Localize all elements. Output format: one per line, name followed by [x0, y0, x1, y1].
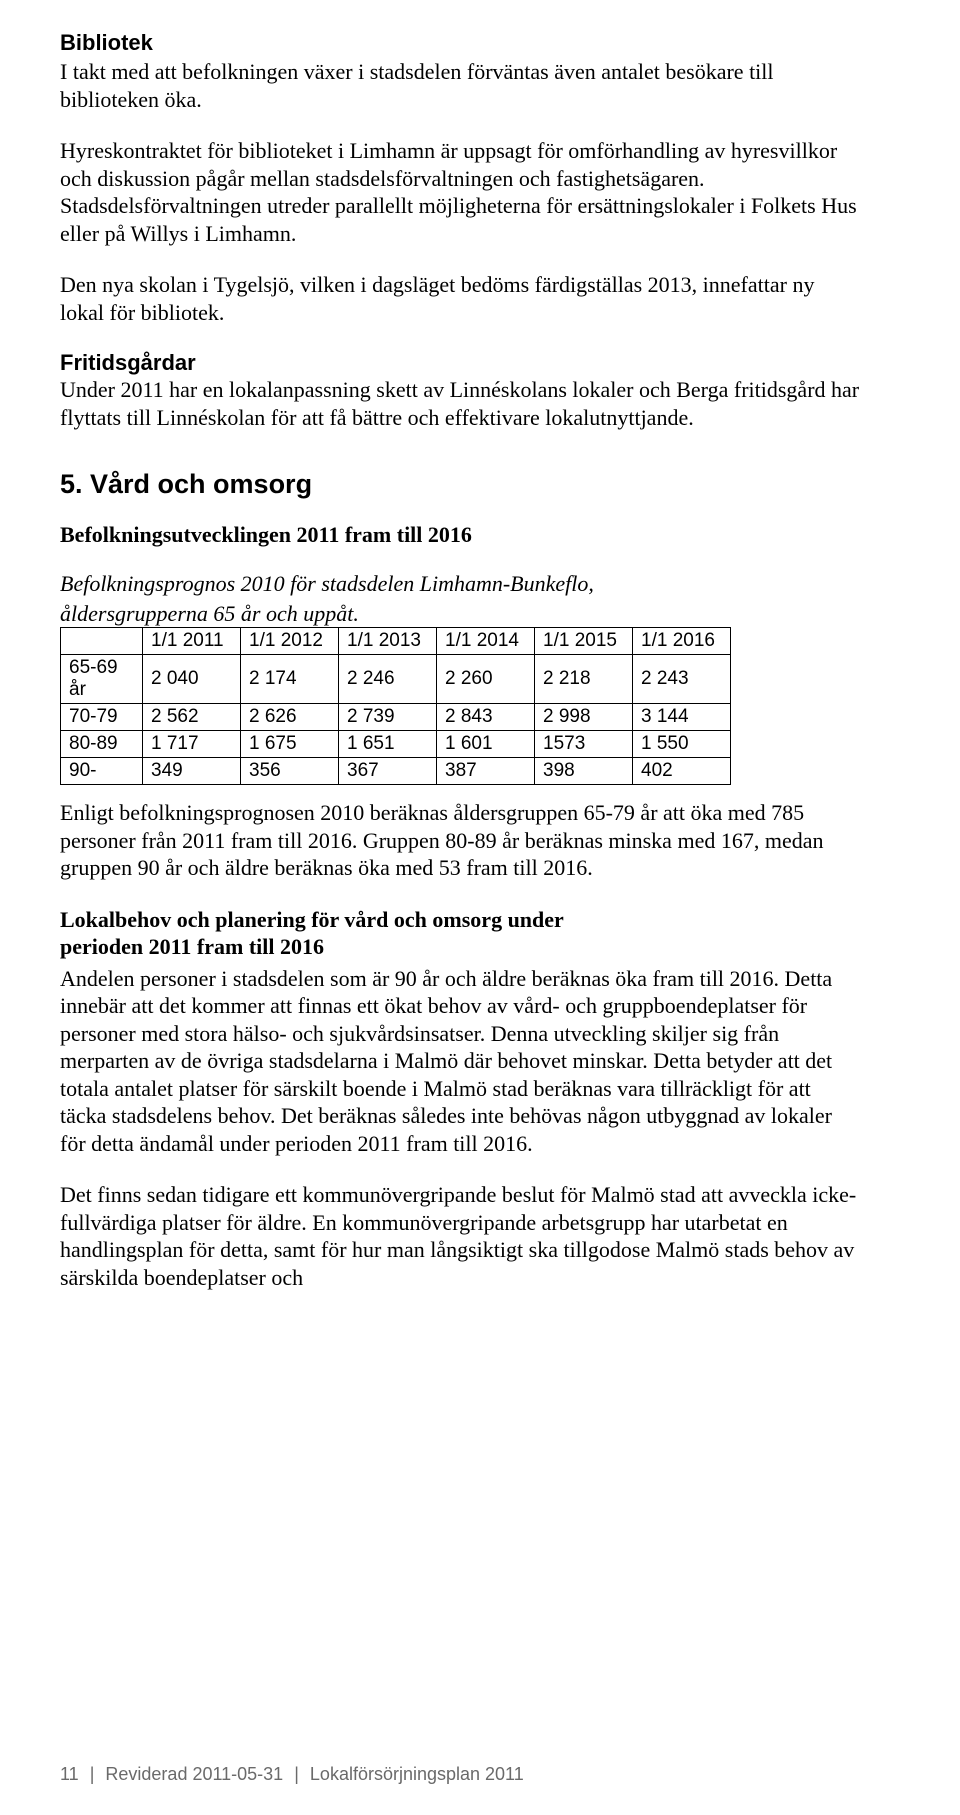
- body-text: Det finns sedan tidigare ett kommunöverg…: [60, 1181, 860, 1291]
- footer-revision: Reviderad 2011-05-31: [105, 1764, 283, 1784]
- table-header-cell: 1/1 2014: [437, 628, 535, 655]
- table-cell: 1 675: [241, 731, 339, 758]
- body-text: Hyreskontraktet för biblioteket i Limham…: [60, 137, 860, 247]
- table-cell: 349: [143, 758, 241, 785]
- subheading-lokalbehov: Lokalbehov och planering för vård och om…: [60, 906, 860, 934]
- table-cell: 2 562: [143, 704, 241, 731]
- population-table: 1/1 2011 1/1 2012 1/1 2013 1/1 2014 1/1 …: [60, 627, 731, 785]
- table-cell: 2 843: [437, 704, 535, 731]
- body-text: Under 2011 har en lokalanpassning skett …: [60, 376, 860, 431]
- table-cell: 1 651: [339, 731, 437, 758]
- table-row: 70-79 2 562 2 626 2 739 2 843 2 998 3 14…: [61, 704, 731, 731]
- table-caption: åldersgrupperna 65 år och uppåt.: [60, 600, 860, 628]
- table-cell: 80-89: [61, 731, 143, 758]
- table-header-cell: 1/1 2012: [241, 628, 339, 655]
- table-cell: 2 243: [633, 655, 731, 704]
- table-row: 90- 349 356 367 387 398 402: [61, 758, 731, 785]
- page-number: 11: [60, 1764, 79, 1784]
- heading-vard-omsorg: 5. Vård och omsorg: [60, 469, 860, 500]
- table-cell: 367: [339, 758, 437, 785]
- body-text: Enligt befolkningsprognosen 2010 beräkna…: [60, 799, 860, 882]
- table-cell: 2 739: [339, 704, 437, 731]
- body-text: Andelen personer i stadsdelen som är 90 …: [60, 965, 860, 1158]
- body-text: I takt med att befolkningen växer i stad…: [60, 58, 860, 113]
- table-cell: 2 246: [339, 655, 437, 704]
- table-cell: 2 040: [143, 655, 241, 704]
- footer-title: Lokalförsörjningsplan 2011: [310, 1764, 524, 1784]
- table-caption: Befolkningsprognos 2010 för stadsdelen L…: [60, 570, 860, 598]
- page: Bibliotek I takt med att befolkningen vä…: [0, 0, 960, 1815]
- table-cell: 1 601: [437, 731, 535, 758]
- table-cell: 2 998: [535, 704, 633, 731]
- section-fritidsgardar: Fritidsgårdar Under 2011 har en lokalanp…: [60, 350, 860, 431]
- table-header-cell: [61, 628, 143, 655]
- table-cell: 90-: [61, 758, 143, 785]
- table-cell: 398: [535, 758, 633, 785]
- table-cell: 2 626: [241, 704, 339, 731]
- heading-bibliotek: Bibliotek: [60, 30, 860, 56]
- table-header-cell: 1/1 2011: [143, 628, 241, 655]
- heading-fritidsgardar: Fritidsgårdar: [60, 350, 860, 376]
- table-header-cell: 1/1 2013: [339, 628, 437, 655]
- footer-separator: |: [90, 1764, 95, 1784]
- section-vard-omsorg: 5. Vård och omsorg Befolkningsutveckling…: [60, 469, 860, 1291]
- table-cell: 2 218: [535, 655, 633, 704]
- page-footer: 11 | Reviderad 2011-05-31 | Lokalförsörj…: [60, 1764, 524, 1785]
- table-cell: 3 144: [633, 704, 731, 731]
- table-header-cell: 1/1 2015: [535, 628, 633, 655]
- table-cell: 1 717: [143, 731, 241, 758]
- table-cell: 387: [437, 758, 535, 785]
- table-header-cell: 1/1 2016: [633, 628, 731, 655]
- table-cell: 356: [241, 758, 339, 785]
- body-text: Den nya skolan i Tygelsjö, vilken i dags…: [60, 271, 860, 326]
- table-cell: 2 260: [437, 655, 535, 704]
- table-cell: 1 550: [633, 731, 731, 758]
- footer-separator: |: [294, 1764, 299, 1784]
- table-cell: 2 174: [241, 655, 339, 704]
- section-bibliotek: Bibliotek I takt med att befolkningen vä…: [60, 30, 860, 326]
- table-cell: 1573: [535, 731, 633, 758]
- table-cell: 65-69 år: [61, 655, 143, 704]
- table-row: 65-69 år 2 040 2 174 2 246 2 260 2 218 2…: [61, 655, 731, 704]
- table-cell: 70-79: [61, 704, 143, 731]
- subheading-lokalbehov: perioden 2011 fram till 2016: [60, 933, 860, 961]
- table-row: 80-89 1 717 1 675 1 651 1 601 1573 1 550: [61, 731, 731, 758]
- table-header-row: 1/1 2011 1/1 2012 1/1 2013 1/1 2014 1/1 …: [61, 628, 731, 655]
- table-cell: 402: [633, 758, 731, 785]
- subheading-befolkning: Befolkningsutvecklingen 2011 fram till 2…: [60, 522, 860, 548]
